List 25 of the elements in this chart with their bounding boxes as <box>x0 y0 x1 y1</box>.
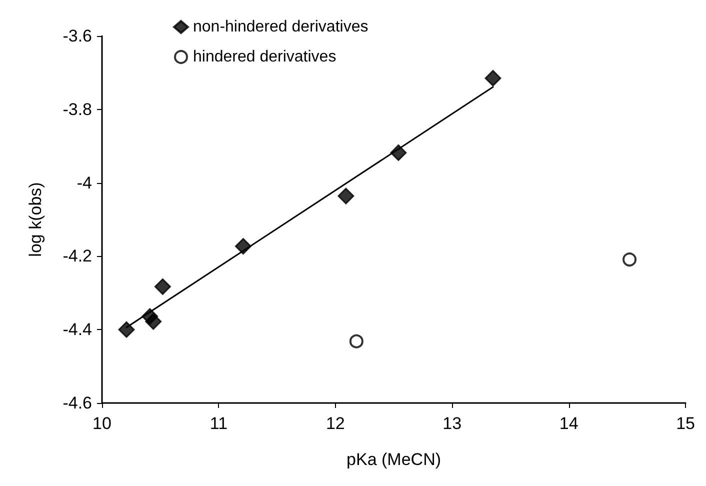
legend-label: non-hindered derivatives <box>193 18 368 36</box>
point <box>349 334 364 348</box>
y-tick-label: -4.4 <box>62 320 92 340</box>
x-axis-title: pKa (MeCN) <box>346 450 442 469</box>
point <box>390 144 407 161</box>
y-axis-title: log k(obs) <box>26 182 45 257</box>
point <box>154 278 171 295</box>
x-tick-label: 10 <box>92 414 112 433</box>
point <box>338 188 354 204</box>
x-tick-label: 11 <box>210 414 228 433</box>
legend-label: hindered derivatives <box>193 48 336 66</box>
point <box>234 238 252 255</box>
x-tick-label: 14 <box>559 414 578 433</box>
point <box>484 70 502 86</box>
point <box>145 313 162 330</box>
y-tick-label: -4.6 <box>62 394 92 412</box>
point <box>118 321 135 338</box>
x-tick-label: 12 <box>326 414 345 433</box>
y-tick-label: -4.2 <box>62 246 92 266</box>
x-tick-label: 15 <box>676 414 696 433</box>
y-tick-label: -4 <box>76 173 92 192</box>
y-tick-label: -3.8 <box>62 100 92 119</box>
y-tick-label: -3.6 <box>62 26 92 46</box>
x-tick-label: 13 <box>442 414 462 433</box>
point <box>622 252 637 266</box>
